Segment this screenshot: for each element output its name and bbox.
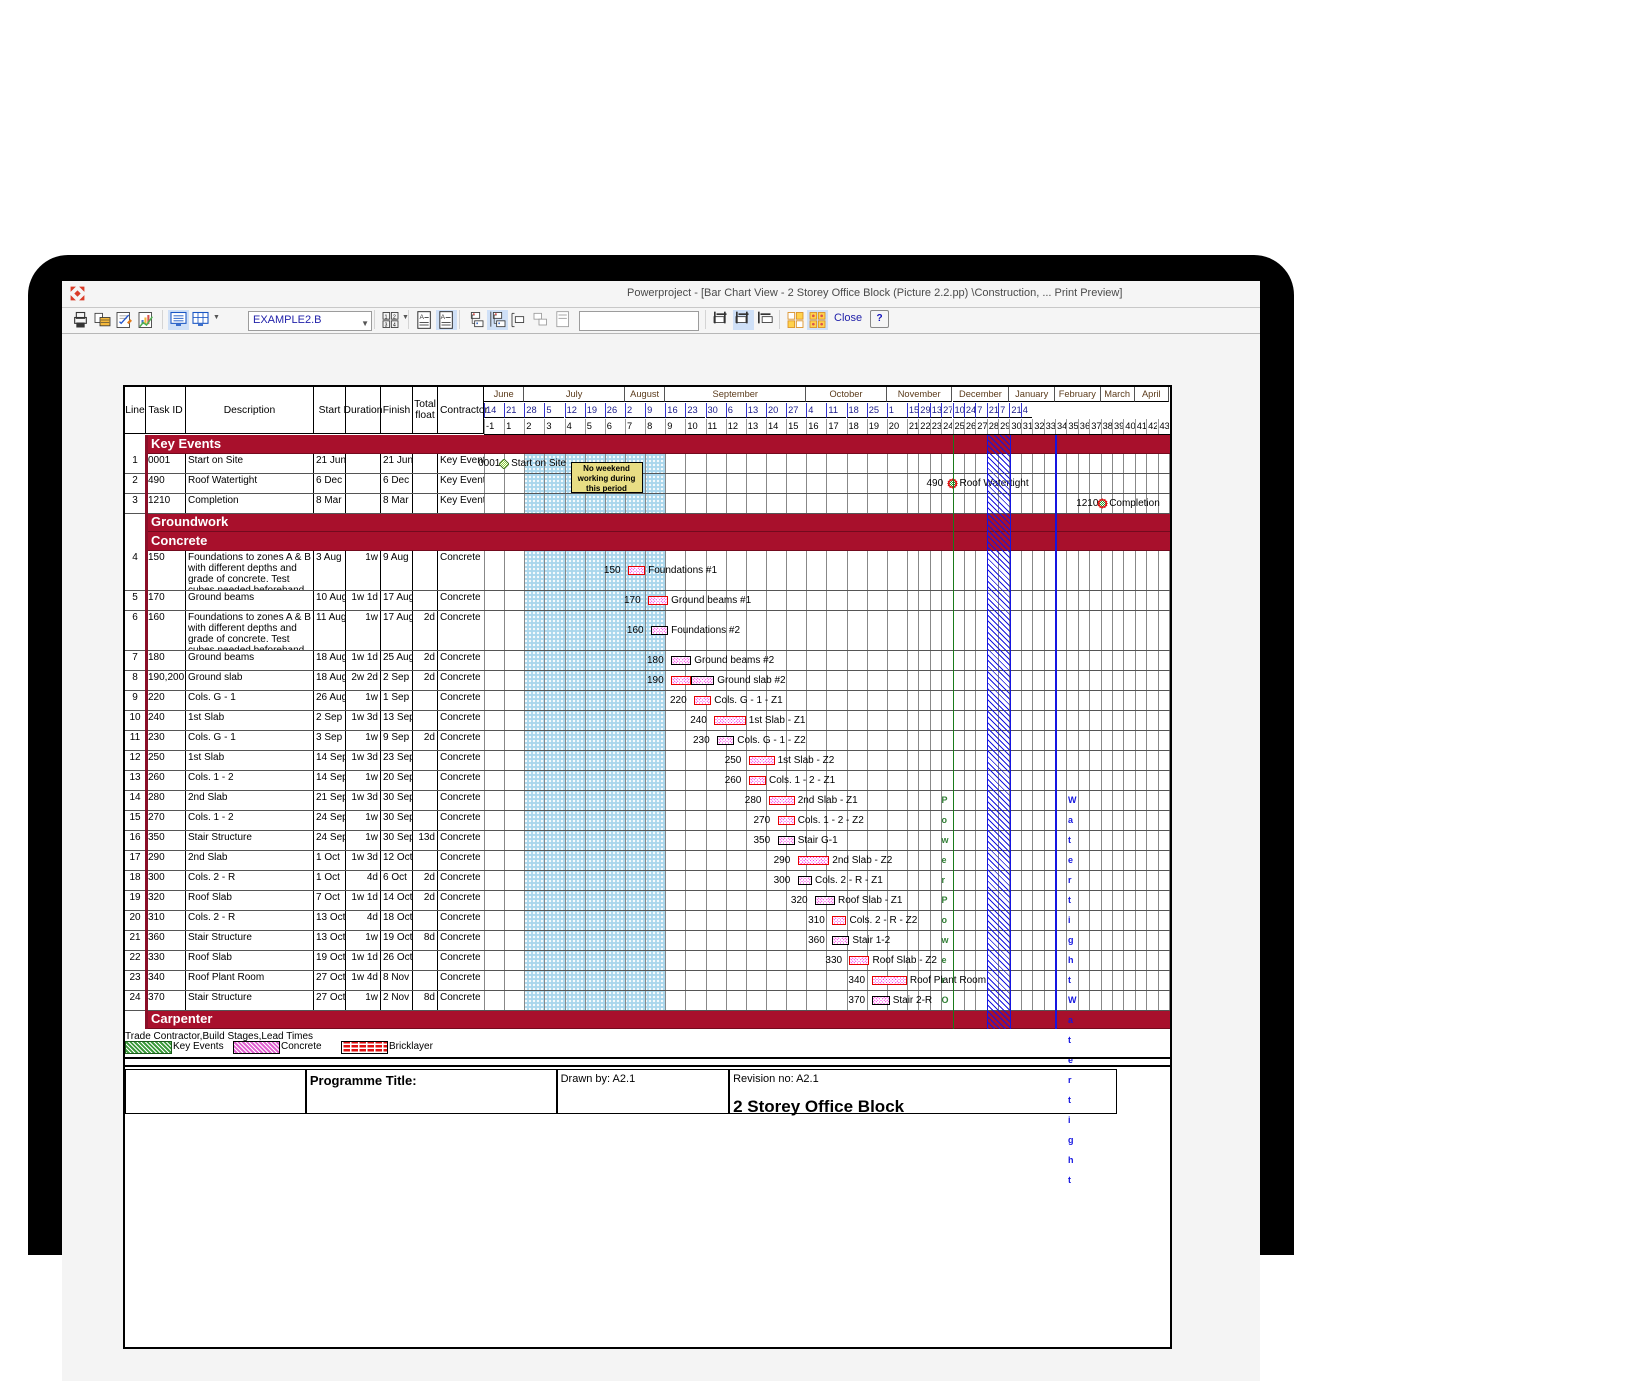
svg-text:A: A bbox=[441, 314, 446, 321]
svg-text:A: A bbox=[420, 314, 425, 321]
svg-text:1: 1 bbox=[385, 314, 388, 320]
svg-text:3: 3 bbox=[385, 323, 388, 329]
svg-text:4: 4 bbox=[393, 323, 396, 329]
svg-text:2: 2 bbox=[393, 314, 396, 320]
